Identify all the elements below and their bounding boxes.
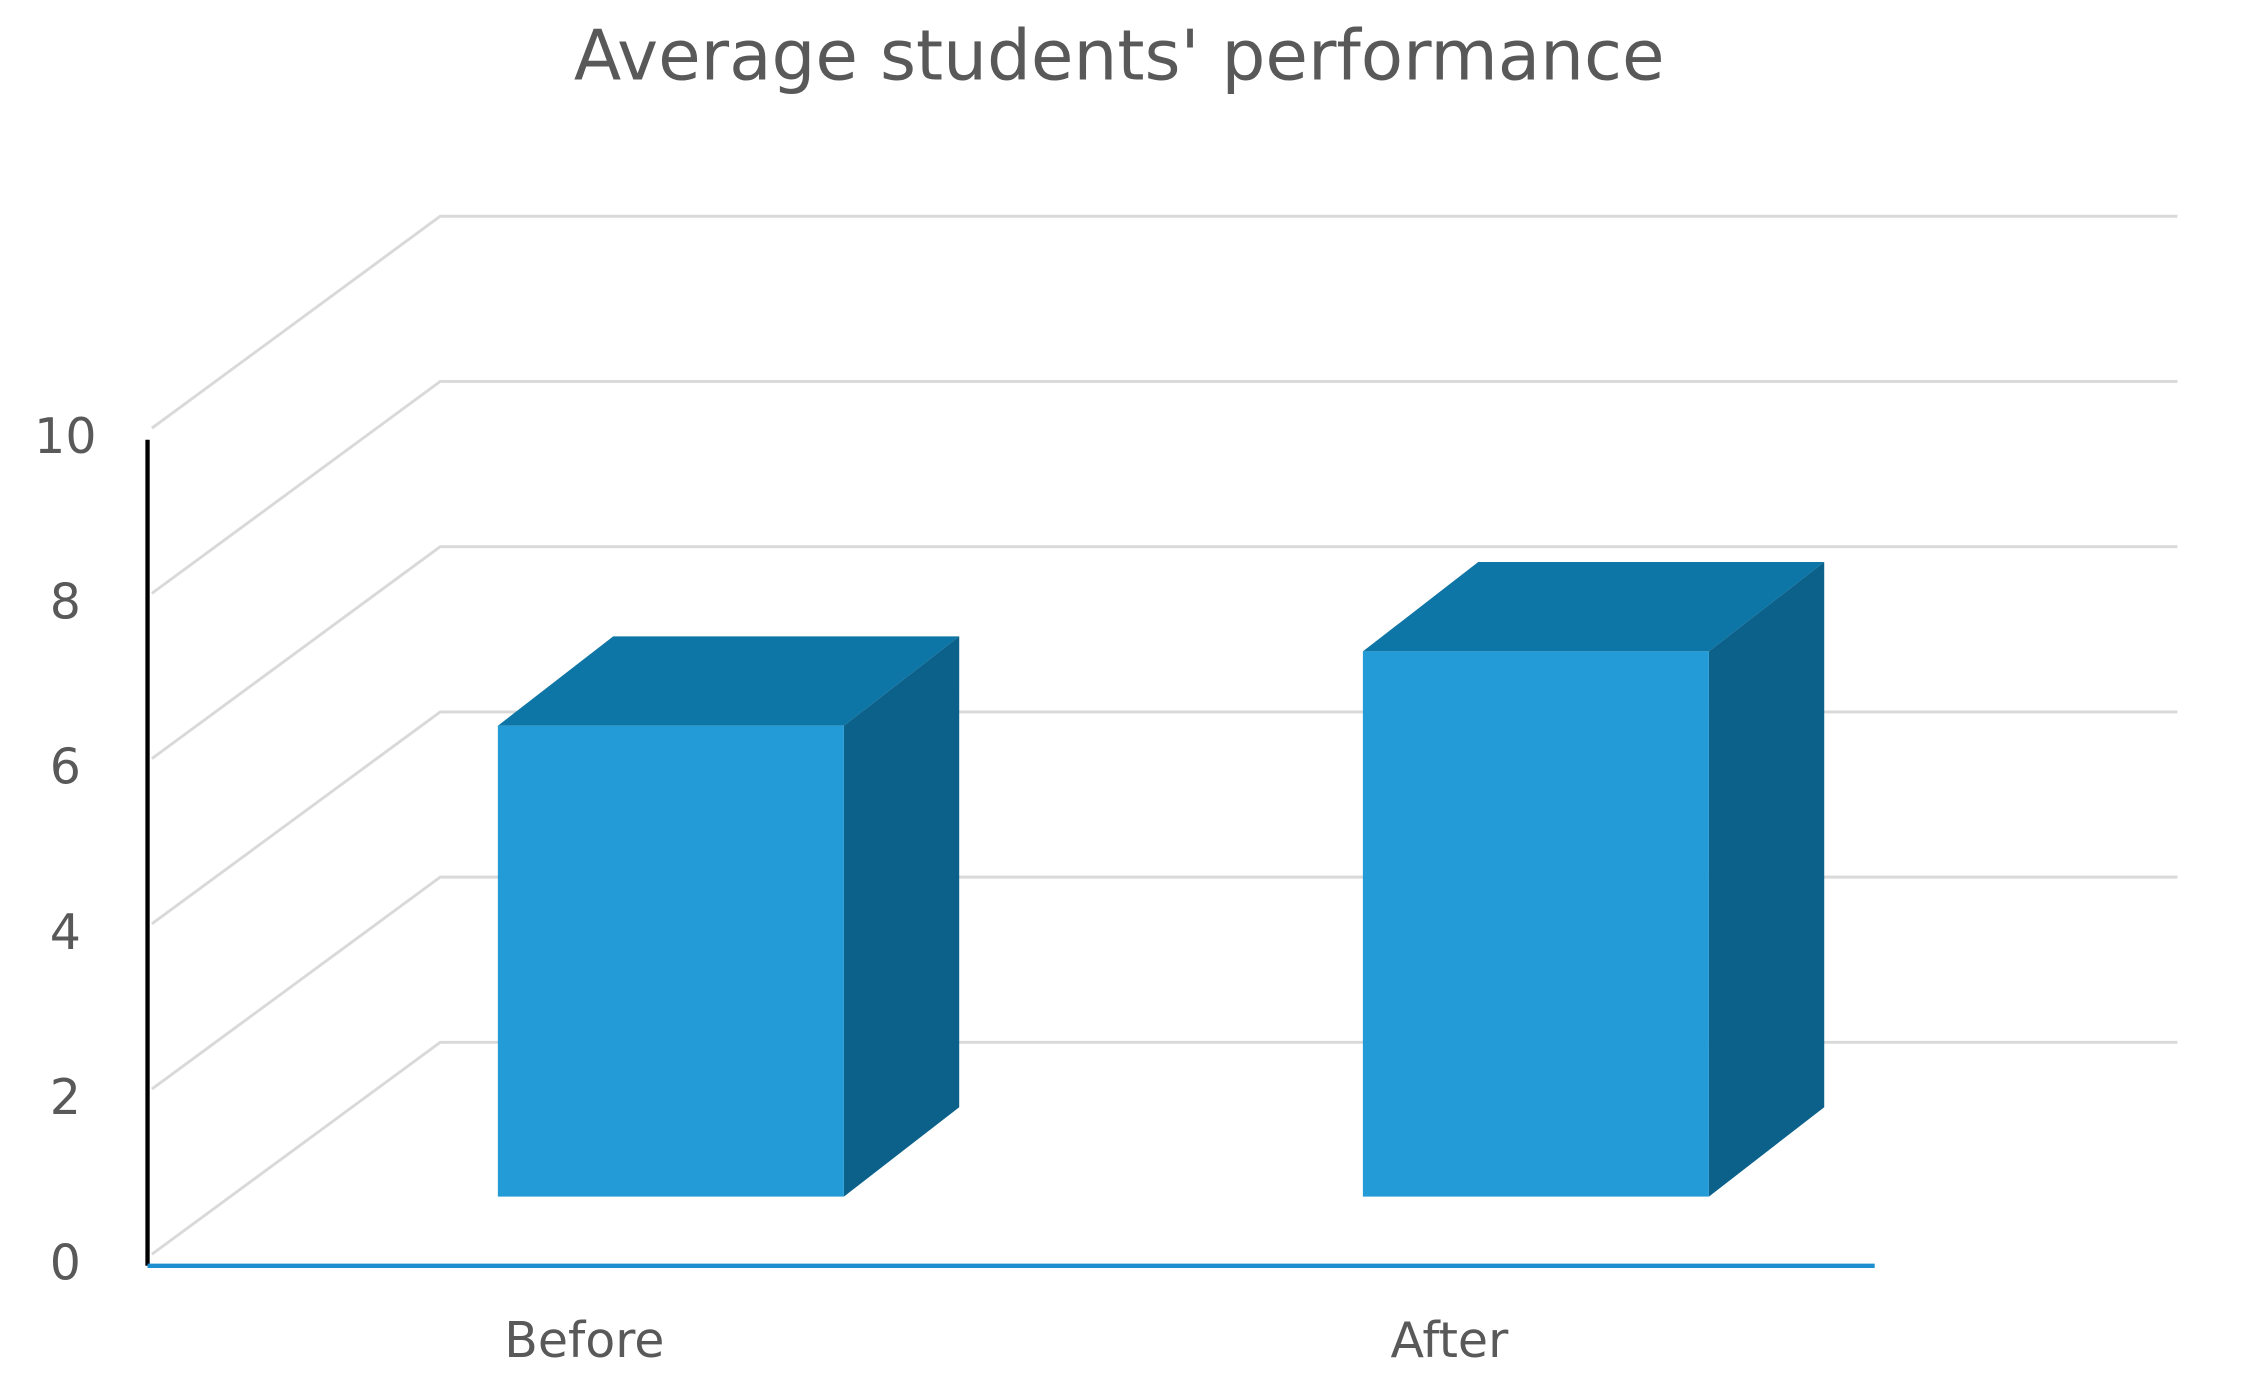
grid-line — [151, 1040, 2178, 1256]
grid-line — [151, 214, 2178, 430]
y-tick-label: 4 — [50, 904, 81, 961]
bar-top — [1362, 562, 1825, 652]
y-tick-label: 8 — [50, 573, 81, 630]
chart-title: Average students' performance — [574, 17, 1665, 97]
bar-side — [1708, 562, 1825, 1197]
grid-line — [151, 710, 2178, 925]
bar-side — [843, 636, 960, 1197]
x-tick-label: Before — [504, 1312, 664, 1369]
y-tick-label: 2 — [50, 1069, 81, 1126]
bar-top — [497, 636, 960, 726]
grid-line — [151, 380, 2178, 595]
bar — [497, 725, 844, 1197]
grid-line — [151, 875, 2178, 1091]
grid-line — [151, 545, 2178, 760]
y-tick-label: 0 — [50, 1234, 81, 1291]
y-tick-label: 10 — [34, 408, 96, 465]
bar — [1362, 651, 1709, 1197]
x-tick-label: After — [1391, 1312, 1510, 1369]
y-tick-label: 6 — [50, 739, 81, 796]
